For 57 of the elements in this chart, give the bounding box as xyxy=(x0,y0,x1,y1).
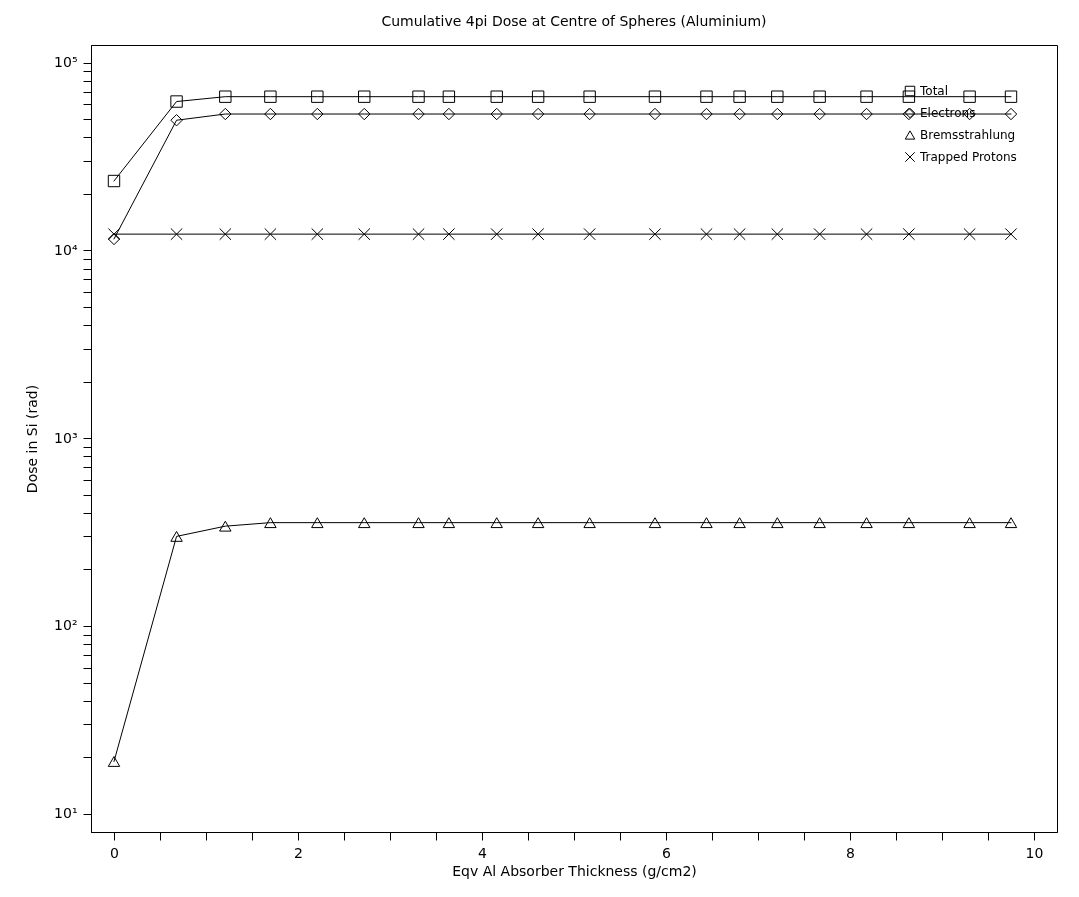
point xyxy=(442,90,456,103)
point xyxy=(358,517,371,529)
point xyxy=(813,90,826,103)
point xyxy=(648,90,662,103)
point xyxy=(490,90,503,103)
point xyxy=(311,517,324,529)
point xyxy=(412,517,425,529)
point xyxy=(771,90,784,103)
legend-label: Trapped Protons xyxy=(919,150,1017,164)
chart-title: Cumulative 4pi Dose at Centre of Spheres (Aluminium) xyxy=(381,13,767,29)
y-tick-label: 10² xyxy=(54,617,78,634)
x-tick-label: 8 xyxy=(846,844,855,861)
point xyxy=(902,90,916,103)
x-tick-label: 10 xyxy=(1025,844,1044,861)
legend-label: Bremsstrahlung xyxy=(920,128,1016,142)
x-tick-label: 6 xyxy=(662,844,672,861)
x-tick-label: 4 xyxy=(478,844,488,861)
point xyxy=(648,517,662,529)
point xyxy=(107,756,121,767)
y-axis-title: Dose in Si (rad) xyxy=(24,384,41,494)
point xyxy=(963,90,976,103)
point xyxy=(1004,90,1018,103)
x-tick-label: 0 xyxy=(110,844,119,861)
y-tick-label: 10¹ xyxy=(54,805,78,822)
point xyxy=(963,517,976,529)
point xyxy=(490,517,503,529)
point xyxy=(733,90,746,103)
y-tick-label: 10³ xyxy=(54,429,78,446)
point xyxy=(813,517,826,529)
point xyxy=(219,90,232,103)
point xyxy=(531,90,545,103)
y-tick-label: 10⁴ xyxy=(54,241,78,258)
point xyxy=(358,90,371,103)
point xyxy=(902,517,916,529)
legend-label: Total xyxy=(919,84,949,98)
y-tick-label: 10⁵ xyxy=(54,54,78,71)
x-axis-title: Eqv Al Absorber Thickness (g/cm2) xyxy=(452,862,697,879)
point xyxy=(700,517,713,529)
x-tick-label: 2 xyxy=(294,844,303,861)
point xyxy=(412,90,425,103)
point xyxy=(700,90,713,103)
point xyxy=(1004,517,1018,529)
point xyxy=(860,517,873,529)
point xyxy=(531,517,545,529)
point xyxy=(442,517,456,529)
point xyxy=(771,517,784,529)
point xyxy=(170,530,183,542)
point xyxy=(107,174,121,188)
point xyxy=(860,90,873,103)
point xyxy=(733,517,746,529)
point xyxy=(311,90,324,103)
point xyxy=(170,95,183,108)
point xyxy=(583,517,596,529)
point xyxy=(219,520,232,532)
point xyxy=(264,90,277,103)
point xyxy=(583,90,596,103)
point xyxy=(264,517,277,529)
